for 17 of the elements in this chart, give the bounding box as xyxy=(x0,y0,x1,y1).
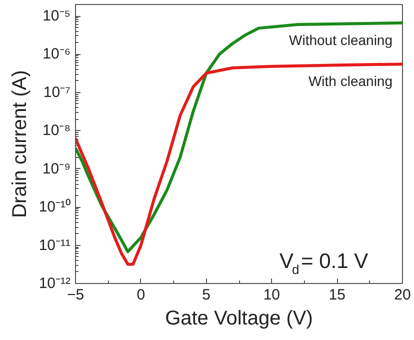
x-axis-title: Gate Voltage (V) xyxy=(165,308,313,330)
series-label: With cleaning xyxy=(308,73,393,90)
y-tick-label: 10⁻⁷ xyxy=(43,84,71,101)
series-label: Without cleaning xyxy=(288,32,393,48)
y-tick-label: 10⁻¹¹ xyxy=(38,236,71,254)
x-tick-label: 20 xyxy=(394,286,411,304)
y-tick-label: 10⁻⁶ xyxy=(42,46,70,63)
line-series xyxy=(76,21,402,254)
x-tick-label: 15 xyxy=(328,286,346,304)
y-axis-title: Drain current (A) xyxy=(8,70,31,218)
y-tick-label: 10⁻⁹ xyxy=(42,160,70,178)
x-tick-label: 10 xyxy=(263,286,280,304)
y-tick-label: 10⁻⁸ xyxy=(42,122,71,140)
x-tick-label: 0 xyxy=(136,286,146,304)
y-tick-label: 10⁻¹⁰ xyxy=(38,198,71,216)
y-tick-label: 10⁻⁵ xyxy=(42,8,71,25)
x-tick-label: 5 xyxy=(202,286,210,304)
